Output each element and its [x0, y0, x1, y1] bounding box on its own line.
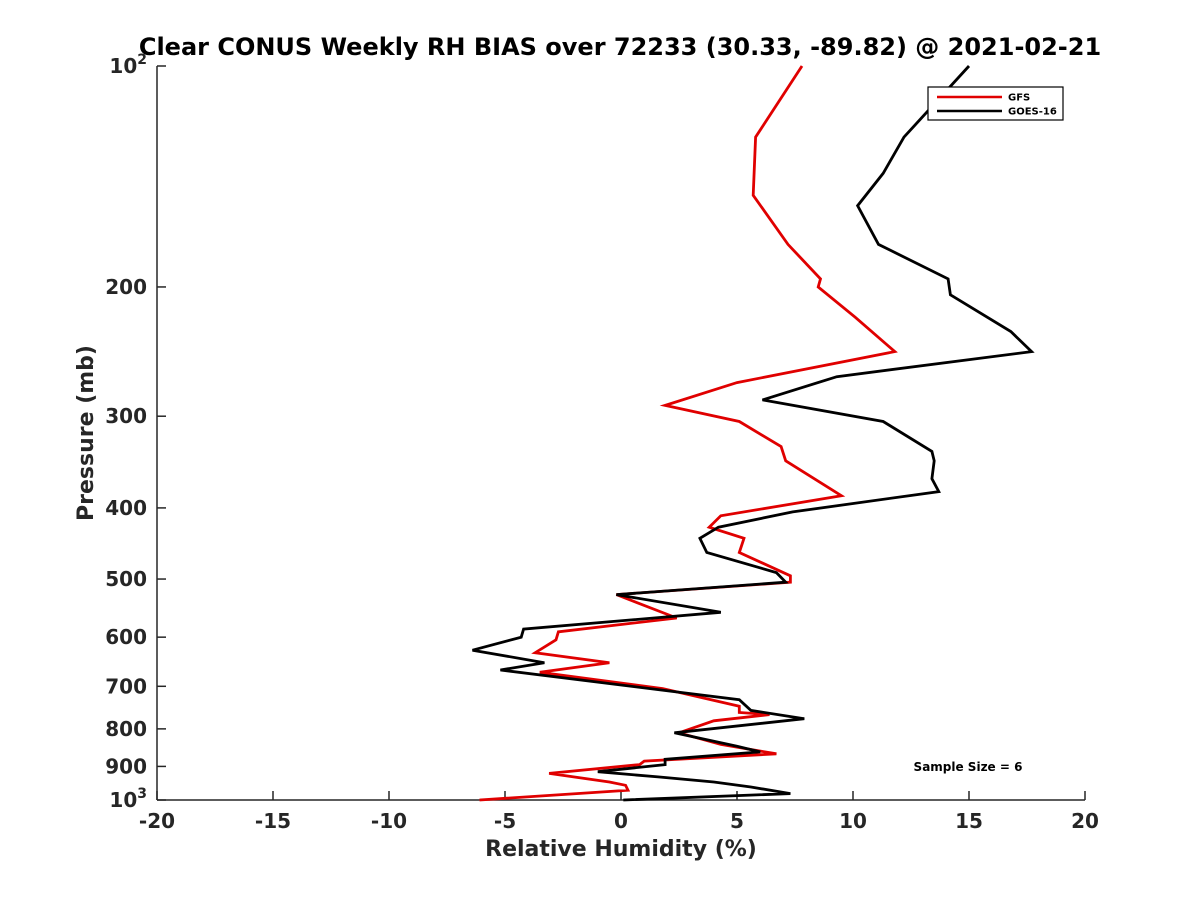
- legend-label-gfs: GFS: [1008, 93, 1030, 104]
- legend-box: [927, 86, 1064, 121]
- y-ticks: 102 200 300 400 500 600 700 800 900 103: [105, 52, 166, 812]
- series-line-gfs: [479, 65, 898, 802]
- y-axis-label: Pressure (mb): [74, 345, 99, 521]
- y-tick-label: 800: [105, 717, 147, 741]
- y-tick-label: 700: [105, 674, 147, 698]
- x-tick-label: 20: [1071, 809, 1099, 833]
- chart-title: Clear CONUS Weekly RH BIAS over 72233 (3…: [139, 33, 1101, 61]
- plot-area: -20 -15 -10 -5 0 5 10 15 20 102 200 300 400 500 600 70…: [105, 52, 1099, 833]
- x-tick-label: 0: [614, 809, 628, 833]
- series-line-goes-16: [472, 65, 1035, 802]
- legend: GFS GOES-16: [927, 86, 1064, 121]
- x-tick-label: -15: [255, 809, 291, 833]
- y-tick-label: 600: [105, 625, 147, 649]
- y-tick-label: 300: [105, 404, 147, 428]
- x-ticks: -20 -15 -10 -5 0 5 10 15 20: [139, 791, 1099, 833]
- x-tick-label: -5: [494, 809, 516, 833]
- y-tick-label: 102: [109, 52, 147, 78]
- sample-size-annotation: Sample Size = 6: [914, 760, 1023, 774]
- x-axis-label: Relative Humidity (%): [485, 837, 757, 862]
- y-tick-label: 103: [109, 786, 147, 812]
- y-tick-label: 900: [105, 754, 147, 778]
- y-tick-label: 400: [105, 496, 147, 520]
- x-tick-label: -10: [371, 809, 407, 833]
- y-tick-label: 500: [105, 567, 147, 591]
- x-tick-label: 15: [955, 809, 983, 833]
- y-tick-label: 200: [105, 275, 147, 299]
- x-tick-label: 5: [730, 809, 744, 833]
- series-lines: [472, 65, 1035, 802]
- legend-label-goes-16: GOES-16: [1008, 107, 1057, 118]
- legend-entries: GFS GOES-16: [937, 93, 1057, 118]
- x-tick-label: 10: [839, 809, 867, 833]
- x-tick-label: -20: [139, 809, 175, 833]
